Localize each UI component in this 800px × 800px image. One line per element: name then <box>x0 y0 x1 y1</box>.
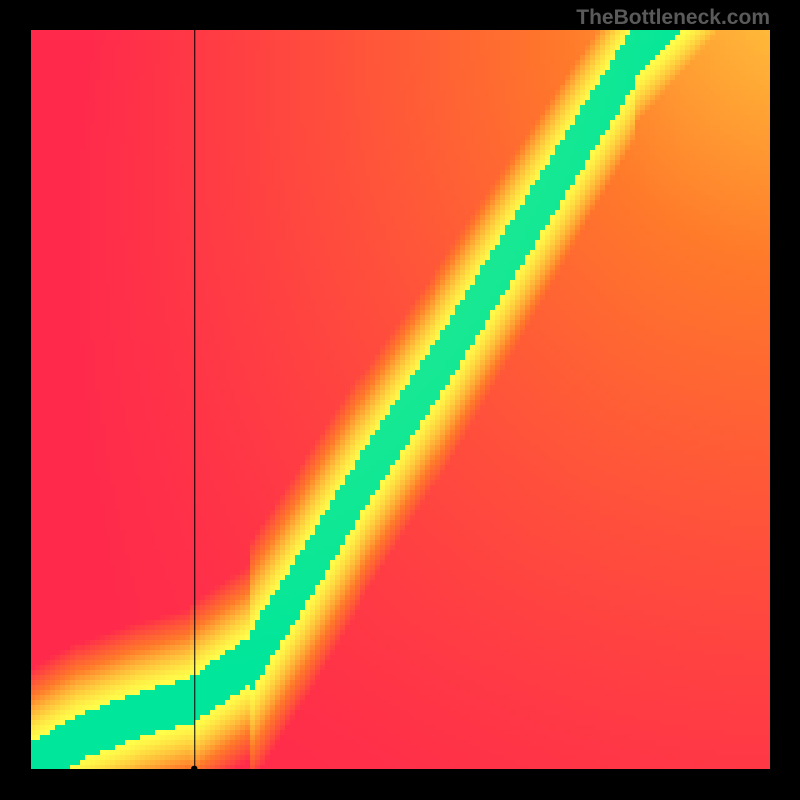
chart-container: { "watermark": { "text": "TheBottleneck.… <box>0 0 800 800</box>
watermark-text: TheBottleneck.com <box>576 6 770 30</box>
heatmap-plot <box>30 30 770 770</box>
heatmap-canvas <box>30 30 770 770</box>
